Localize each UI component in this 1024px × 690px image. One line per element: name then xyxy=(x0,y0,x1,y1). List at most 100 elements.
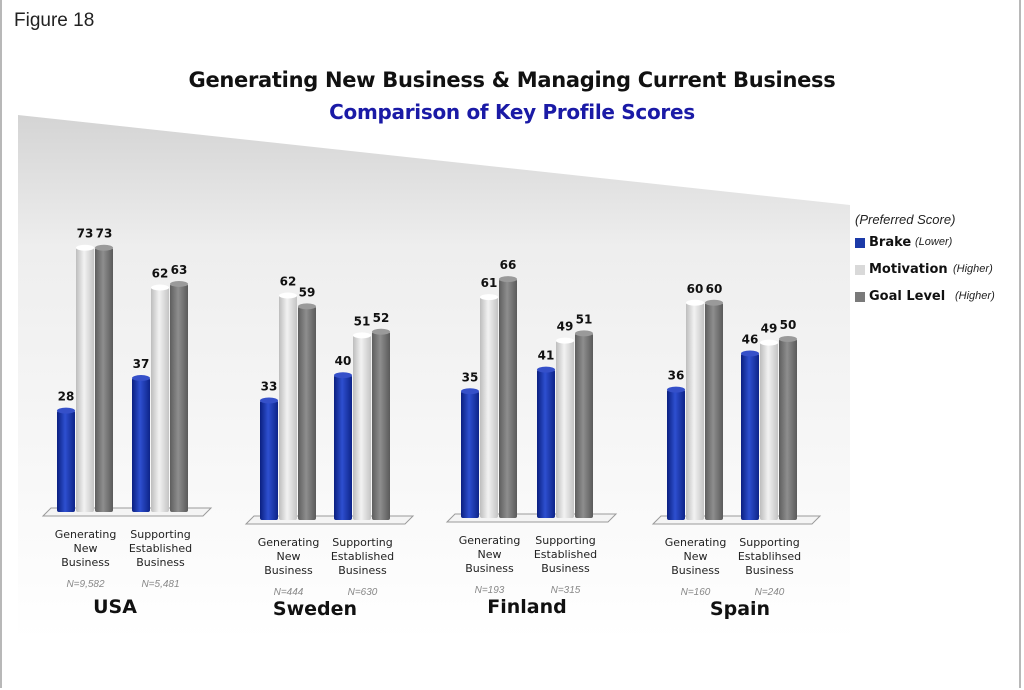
bar-top-usa-g1-brake xyxy=(57,407,75,414)
value-label-spain-g1-brake: 36 xyxy=(668,369,685,383)
legend-item-brake: Brake (Lower) xyxy=(855,235,1015,262)
value-label-sweden-g2-brake: 40 xyxy=(335,354,352,368)
bar-finland-g1-goal-level xyxy=(499,279,517,518)
category-label-sweden-g1: Generating xyxy=(258,536,320,549)
bar-top-spain-g2-brake xyxy=(741,350,759,357)
value-label-finland-g1-motivation: 61 xyxy=(481,276,498,290)
sample-size-finland-g2: N=315 xyxy=(551,585,581,596)
bar-top-spain-g1-goal-level xyxy=(705,299,723,306)
bar-top-sweden-g2-motivation xyxy=(353,332,371,339)
bar-sweden-g2-brake xyxy=(334,375,352,520)
bar-finland-g2-brake xyxy=(537,369,555,518)
figure-label: Figure 18 xyxy=(14,10,95,31)
category-label-sweden-g1: New xyxy=(277,550,301,563)
sample-size-spain-g1: N=160 xyxy=(681,587,711,598)
bar-finland-g1-brake xyxy=(461,391,479,518)
bar-usa-g2-brake xyxy=(132,378,150,512)
bar-top-sweden-g2-goal-level xyxy=(372,328,390,335)
bar-top-usa-g1-goal-level xyxy=(95,244,113,251)
bar-usa-g1-brake xyxy=(57,410,75,512)
bar-top-spain-g1-motivation xyxy=(686,299,704,306)
category-label-finland-g1: New xyxy=(478,548,502,561)
value-label-finland-g1-brake: 35 xyxy=(462,370,479,384)
bar-top-sweden-g1-goal-level xyxy=(298,303,316,310)
category-label-usa-g2: Business xyxy=(136,556,185,569)
country-label-sweden: Sweden xyxy=(273,598,357,620)
sample-size-spain-g2: N=240 xyxy=(755,587,785,598)
value-label-usa-g1-brake: 28 xyxy=(58,390,75,404)
value-label-spain-g2-brake: 46 xyxy=(742,332,759,346)
category-label-spain-g1: Generating xyxy=(665,536,727,549)
value-label-finland-g2-motivation: 49 xyxy=(557,320,574,334)
bar-spain-g1-goal-level xyxy=(705,302,723,520)
sample-size-usa-g1: N=9,582 xyxy=(66,579,105,590)
category-label-spain-g2: Establihsed xyxy=(738,550,801,563)
legend-note-brake: (Lower) xyxy=(915,236,953,248)
bar-top-spain-g2-goal-level xyxy=(779,336,797,342)
value-label-sweden-g1-motivation: 62 xyxy=(280,275,297,289)
category-label-sweden-g2: Established xyxy=(331,550,394,563)
chart-title: Generating New Business & Managing Curre… xyxy=(188,68,836,92)
bar-top-usa-g2-goal-level xyxy=(170,280,188,287)
category-label-finland-g2: Supporting xyxy=(535,534,596,547)
category-label-sweden-g1: Business xyxy=(264,564,313,577)
category-label-finland-g1: Generating xyxy=(459,534,521,547)
bar-sweden-g2-goal-level xyxy=(372,331,390,520)
category-label-usa-g1: Generating xyxy=(55,528,117,541)
bar-sweden-g1-motivation xyxy=(279,295,297,520)
legend-label-motivation: Motivation xyxy=(869,262,948,277)
bar-spain-g2-goal-level xyxy=(779,339,797,520)
legend-swatch-motivation xyxy=(855,265,865,275)
bar-sweden-g1-brake xyxy=(260,400,278,520)
category-label-spain-g2: Business xyxy=(745,564,794,577)
legend-note-goal-level: (Higher) xyxy=(955,290,995,302)
bar-finland-g2-motivation xyxy=(556,340,574,518)
bar-top-finland-g2-goal-level xyxy=(575,330,593,337)
country-label-finland: Finland xyxy=(487,596,566,618)
bar-spain-g2-motivation xyxy=(760,342,778,520)
country-label-spain: Spain xyxy=(710,598,770,620)
country-label-usa: USA xyxy=(93,596,137,618)
bar-top-finland-g1-brake xyxy=(461,388,479,395)
legend-label-brake: Brake xyxy=(869,235,912,250)
bar-top-finland-g1-goal-level xyxy=(499,276,517,283)
bar-top-sweden-g1-motivation xyxy=(279,292,297,299)
value-label-spain-g1-motivation: 60 xyxy=(687,282,704,296)
value-label-usa-g2-goal-level: 63 xyxy=(171,263,188,277)
legend-swatch-brake xyxy=(855,238,865,248)
value-label-usa-g1-motivation: 73 xyxy=(77,227,94,241)
legend-label-goal-level: Goal Level xyxy=(869,289,946,304)
bar-spain-g2-brake xyxy=(741,353,759,520)
bar-top-usa-g2-motivation xyxy=(151,284,169,291)
category-label-finland-g2: Established xyxy=(534,548,597,561)
value-label-finland-g1-goal-level: 66 xyxy=(500,258,517,272)
bar-top-usa-g2-brake xyxy=(132,375,150,382)
value-label-usa-g2-brake: 37 xyxy=(133,357,150,371)
legend-header: (Preferred Score) xyxy=(855,212,956,227)
value-label-sweden-g2-goal-level: 52 xyxy=(373,311,390,325)
category-label-spain-g1: New xyxy=(684,550,708,563)
bar-usa-g2-motivation xyxy=(151,287,169,512)
value-label-finland-g2-goal-level: 51 xyxy=(576,312,593,326)
legend-item-goal-level: Goal Level (Higher) xyxy=(855,289,1015,316)
legend: (Preferred Score) Brake (Lower) Motivati… xyxy=(855,212,1015,316)
category-label-usa-g2: Established xyxy=(129,542,192,555)
sample-size-finland-g1: N=193 xyxy=(475,585,505,596)
value-label-usa-g1-goal-level: 73 xyxy=(96,227,113,241)
bar-usa-g1-motivation xyxy=(76,247,94,513)
sample-size-usa-g2: N=5,481 xyxy=(141,579,179,590)
bar-top-finland-g2-brake xyxy=(537,366,555,373)
bar-sweden-g1-goal-level xyxy=(298,306,316,520)
value-label-sweden-g1-brake: 33 xyxy=(261,380,278,394)
category-label-usa-g1: Business xyxy=(61,556,110,569)
category-label-spain-g1: Business xyxy=(671,564,720,577)
legend-note-motivation: (Higher) xyxy=(953,263,993,275)
backdrop-band xyxy=(18,115,850,640)
bar-top-spain-g1-brake xyxy=(667,386,685,393)
bar-usa-g1-goal-level xyxy=(95,247,113,513)
category-label-sweden-g2: Business xyxy=(338,564,387,577)
value-label-spain-g1-goal-level: 60 xyxy=(706,282,723,296)
chart-subtitle: Comparison of Key Profile Scores xyxy=(329,100,695,124)
